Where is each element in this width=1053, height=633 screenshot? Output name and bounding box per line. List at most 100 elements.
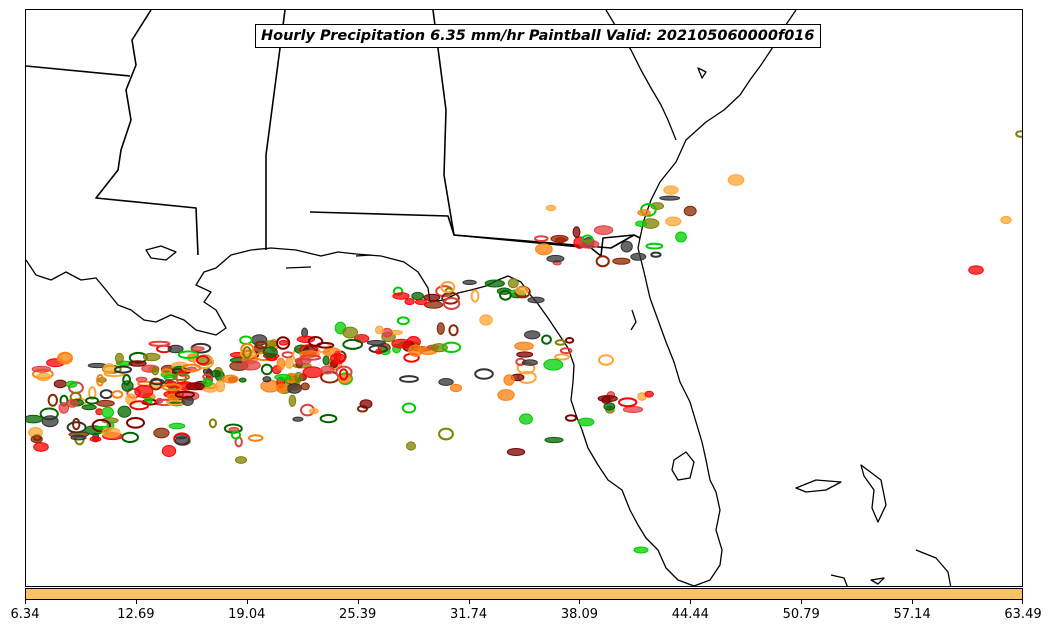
- colorbar-tick: [357, 600, 359, 604]
- precip-cell: [202, 377, 213, 388]
- precip-cell: [230, 430, 242, 440]
- precip-cell: [659, 195, 681, 201]
- colorbar-tick-label: 38.09: [560, 607, 599, 622]
- precip-cell: [177, 350, 199, 360]
- precip-cell: [612, 257, 631, 265]
- precip-cell: [88, 386, 97, 401]
- precip-cell: [103, 363, 116, 375]
- precip-cell: [392, 292, 410, 300]
- precip-cell: [181, 363, 202, 373]
- precip-cell: [637, 209, 651, 217]
- colorbar-tick-label: 19.04: [228, 607, 266, 622]
- precip-cell: [603, 402, 616, 411]
- precip-cell: [114, 365, 132, 374]
- precip-cell: [620, 240, 633, 253]
- precip-cell: [185, 382, 205, 391]
- precip-cell: [117, 405, 132, 418]
- precip-cell: [550, 234, 569, 243]
- bahamas-island-5: [870, 577, 885, 585]
- gulf-coast: [215, 10, 797, 586]
- precip-cell: [101, 406, 114, 418]
- precip-cell: [65, 380, 78, 388]
- precip-cell: [411, 291, 424, 301]
- precip-cell: [442, 297, 461, 310]
- precip-cell: [601, 396, 611, 404]
- colorbar-tick: [246, 600, 248, 604]
- colorbar-tick: [579, 600, 581, 604]
- precip-cell: [274, 373, 292, 381]
- precip-cell: [135, 376, 148, 383]
- precip-cell: [101, 427, 121, 438]
- precip-cell: [66, 421, 87, 434]
- precip-cell: [438, 427, 454, 441]
- precip-cell: [578, 239, 600, 249]
- colorbar-tick: [801, 600, 803, 604]
- precip-cell: [96, 374, 105, 387]
- precip-cell: [630, 252, 647, 261]
- precip-cell: [72, 417, 81, 431]
- precip-cell: [57, 351, 73, 365]
- precip-cell: [356, 334, 366, 340]
- precip-cell: [968, 265, 984, 275]
- precip-cell: [436, 322, 445, 335]
- precip-cell: [151, 366, 160, 376]
- precip-cell: [121, 380, 134, 392]
- precip-cell: [58, 402, 70, 414]
- colorbar-tick-label: 31.74: [449, 607, 488, 622]
- bahamas-island-3: [915, 549, 952, 586]
- precip-cell: [535, 243, 553, 256]
- precip-cell: [595, 255, 610, 268]
- precip-cell: [391, 338, 412, 349]
- precip-cell: [675, 231, 687, 243]
- colorbar: [25, 588, 1023, 600]
- al-fl-border: [309, 211, 635, 257]
- precip-cell: [423, 293, 441, 302]
- precip-cell: [515, 286, 529, 295]
- precip-cell: [479, 314, 493, 326]
- precip-cell: [153, 427, 170, 439]
- precip-cell: [121, 431, 139, 443]
- precip-cell: [150, 378, 165, 386]
- precip-cell: [375, 325, 384, 335]
- precip-cell: [322, 355, 330, 366]
- precip-cell: [319, 414, 338, 424]
- precip-cell: [85, 396, 100, 405]
- colorbar-tick-label: 6.34: [10, 607, 40, 622]
- precip-cell: [534, 235, 549, 243]
- precip-cell: [161, 445, 177, 457]
- precip-cell: [316, 342, 335, 349]
- precip-cell: [543, 358, 564, 371]
- precip-cell: [506, 448, 526, 456]
- precip-cell: [366, 340, 386, 346]
- precip-cell: [129, 400, 150, 411]
- colorbar-tick: [912, 600, 914, 604]
- precip-cell: [727, 174, 745, 186]
- colorbar-tick: [690, 600, 692, 604]
- precip-cell: [499, 289, 512, 301]
- precip-cell: [1015, 130, 1022, 138]
- precip-cell: [307, 336, 324, 347]
- precip-cell: [519, 413, 533, 425]
- precip-cell: [174, 390, 195, 399]
- precip-cell: [593, 225, 614, 236]
- precip-cell: [276, 336, 291, 350]
- precip-cell: [238, 377, 247, 383]
- precip-cell: [262, 346, 278, 358]
- precip-cell: [126, 417, 145, 429]
- precip-cell: [545, 204, 557, 212]
- precip-cell: [359, 399, 373, 409]
- precip-cell: [26, 414, 44, 424]
- precip-cell: [330, 353, 346, 365]
- colorbar-ticks: 6.34 12.69 19.04 25.39 31.74 38.09 44.44 50.79 5…: [11, 600, 1042, 630]
- precip-cell: [99, 389, 113, 400]
- colorbar-tick-label: 25.39: [339, 607, 377, 622]
- precip-cell: [239, 335, 253, 345]
- bahamas-island-1: [795, 479, 842, 493]
- precip-cell: [577, 417, 595, 427]
- precip-cell: [89, 436, 102, 443]
- precip-cell: [41, 415, 59, 428]
- precip-cell: [174, 436, 191, 446]
- precip-cell: [247, 434, 264, 442]
- colorbar-tick-label: 50.79: [782, 607, 820, 622]
- colorbar-tick: [135, 600, 137, 604]
